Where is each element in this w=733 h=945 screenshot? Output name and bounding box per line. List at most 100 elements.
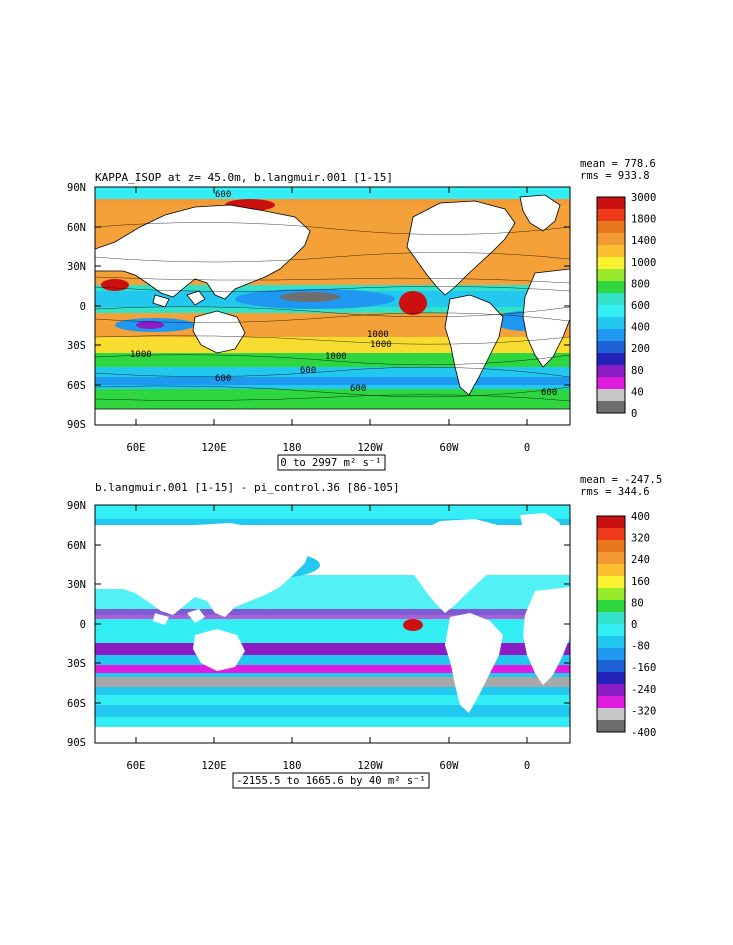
panel-2-range-box <box>232 772 430 789</box>
panel-2-colorbar: 400 320 240 160 80 0 -80 -160 -240 -320 -400 <box>596 511 656 739</box>
x-tick-label: 120W <box>357 760 383 772</box>
panel-1-title: KAPPA_ISOP at z= 45.0m, b.langmuir.001 [… <box>95 171 393 184</box>
contour-label: 1000 <box>367 330 389 340</box>
colorbar-swatch <box>597 377 625 390</box>
x-tick-label: 120E <box>201 760 226 772</box>
y-tick-label: 90S <box>67 737 86 749</box>
colorbar-frame <box>596 515 626 733</box>
x-tick-label: 0 <box>524 442 530 454</box>
contour-label: 600 <box>215 190 231 200</box>
y-tick-label: 30S <box>67 658 86 670</box>
panel-2: b.langmuir.001 [1-15] - pi_control.36 [8… <box>67 474 662 789</box>
y-tick-label: 60N <box>67 222 86 234</box>
contour-label: 600 <box>350 384 366 394</box>
panel-1-y-axis: 90N 60N 30N 0 30S 60S 90S <box>67 182 570 431</box>
x-tick-label: 60E <box>127 442 146 454</box>
contour-label: 600 <box>541 388 557 398</box>
colorbar-swatch <box>597 281 625 294</box>
contour-label: 1000 <box>370 340 392 350</box>
y-tick-label: 60N <box>67 540 86 552</box>
colorbar-label: -400 <box>631 727 656 739</box>
colorbar-label: 1800 <box>631 214 656 226</box>
colorbar-label: 80 <box>631 597 644 609</box>
colorbar-swatch <box>597 353 625 366</box>
contour-label: 600 <box>300 366 316 376</box>
colorbar-label: 1400 <box>631 235 656 247</box>
x-tick-label: 180 <box>283 760 302 772</box>
colorbar-swatch <box>597 365 625 378</box>
x-tick-label: 60W <box>440 442 460 454</box>
colorbar-label: 800 <box>631 278 650 290</box>
colorbar-label: 400 <box>631 322 650 334</box>
colorbar-swatch <box>597 660 625 673</box>
colorbar-label: 400 <box>631 511 650 523</box>
colorbar-label: -240 <box>631 684 656 696</box>
colorbar-label: 200 <box>631 343 650 355</box>
x-tick-label: 120E <box>201 442 226 454</box>
contour-label: 1000 <box>325 352 347 362</box>
y-tick-label: 90N <box>67 182 86 194</box>
x-tick-label: 180 <box>283 442 302 454</box>
colorbar-label: 3000 <box>631 192 656 204</box>
y-tick-label: 30S <box>67 340 86 352</box>
colorbar-label: 80 <box>631 365 644 377</box>
colorbar-swatch <box>597 293 625 306</box>
colorbar-swatch <box>597 576 625 589</box>
colorbar-swatch <box>597 612 625 625</box>
colorbar-swatch <box>597 540 625 553</box>
colorbar-swatch <box>597 341 625 354</box>
colorbar-swatch <box>597 329 625 342</box>
y-tick-label: 30N <box>67 261 86 273</box>
colorbar-swatch <box>597 233 625 246</box>
colorbar-swatch <box>597 600 625 613</box>
y-tick-label: 90S <box>67 419 86 431</box>
panel-2-mean: mean = -247.5 <box>580 474 662 486</box>
colorbar-swatch <box>597 401 625 414</box>
x-tick-label: 0 <box>524 760 530 772</box>
colorbar-label: -320 <box>631 705 656 717</box>
panel-2-x-axis: 60E 120E 180 120W 60W 0 <box>127 505 530 772</box>
colorbar-swatch <box>597 684 625 697</box>
colorbar-swatch <box>597 708 625 721</box>
y-tick-label: 0 <box>80 619 86 631</box>
colorbar-frame <box>596 196 626 414</box>
y-tick-label: 0 <box>80 301 86 313</box>
panel-1-mean: mean = 778.6 <box>580 158 656 170</box>
colorbar-label: 160 <box>631 576 650 588</box>
colorbar-swatch <box>597 317 625 330</box>
colorbar-label: 600 <box>631 300 650 312</box>
colorbar-label: 1000 <box>631 257 656 269</box>
colorbar-label: 240 <box>631 554 650 566</box>
colorbar-swatch <box>597 624 625 637</box>
colorbar-swatch <box>597 245 625 258</box>
contour-label: 1000 <box>130 350 152 360</box>
x-tick-label: 120W <box>357 442 383 454</box>
colorbar-swatch <box>597 696 625 709</box>
y-tick-label: 60S <box>67 380 86 392</box>
panel-2-rms: rms = 344.6 <box>580 486 650 498</box>
y-tick-label: 90N <box>67 500 86 512</box>
x-tick-label: 60W <box>440 760 460 772</box>
colorbar-label: -80 <box>631 641 650 653</box>
colorbar-swatch <box>597 564 625 577</box>
panel-1-range-box <box>277 454 386 471</box>
colorbar-label: 40 <box>631 386 644 398</box>
colorbar-swatch <box>597 648 625 661</box>
colorbar-swatch <box>597 588 625 601</box>
y-tick-label: 60S <box>67 698 86 710</box>
x-tick-label: 60E <box>127 760 146 772</box>
colorbar-label: 320 <box>631 533 650 545</box>
panel-1-map: 600 1000 1000 1000 1000 600 600 600 600 <box>95 187 570 425</box>
colorbar-swatch <box>597 197 625 210</box>
panel-1-x-axis: 60E 120E 180 120W 60W 0 <box>127 187 530 454</box>
colorbar-swatch <box>597 257 625 270</box>
colorbar-swatch <box>597 636 625 649</box>
panel-1-rms: rms = 933.8 <box>580 170 650 182</box>
colorbar-swatch <box>597 269 625 282</box>
y-tick-label: 30N <box>67 579 86 591</box>
colorbar-label: -160 <box>631 662 656 674</box>
colorbar-swatch <box>597 516 625 529</box>
colorbar-swatch <box>597 209 625 222</box>
colorbar-swatch <box>597 528 625 541</box>
